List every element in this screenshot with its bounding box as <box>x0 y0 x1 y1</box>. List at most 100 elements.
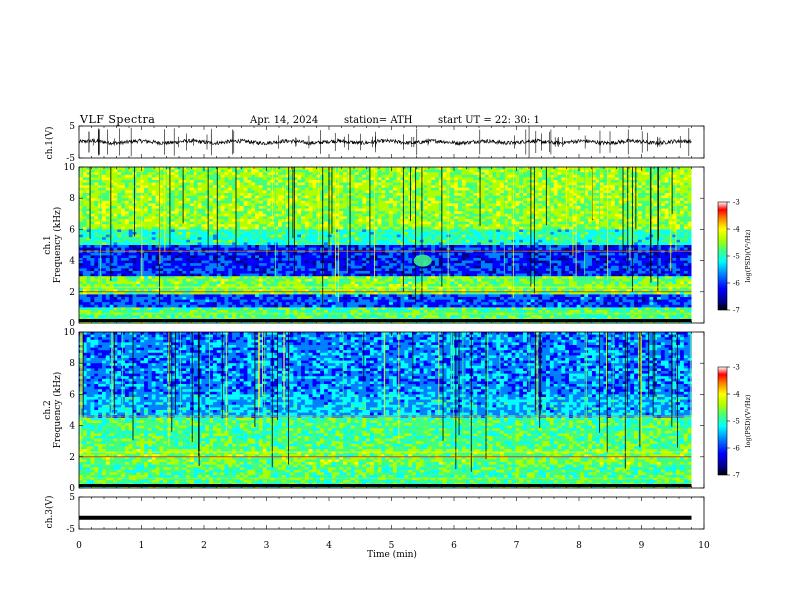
spectrogram-cell <box>553 182 558 186</box>
spectrogram-cell <box>576 200 581 204</box>
spectrogram-cell <box>415 221 421 225</box>
spectrogram-cell <box>128 172 133 176</box>
spectrogram-cell <box>637 219 643 222</box>
spectrogram-cell <box>335 182 340 186</box>
spectrogram-cell <box>561 229 566 233</box>
spectrogram-cell <box>641 167 646 170</box>
spectrogram-cell <box>412 226 417 230</box>
spectrogram-cell <box>243 185 248 189</box>
spectrogram-cell <box>576 172 581 176</box>
spectrogram-cell <box>258 177 264 181</box>
spectrogram-cell <box>503 167 509 170</box>
spectrogram-cell <box>289 221 294 225</box>
spectrogram-cell <box>660 213 666 217</box>
spectrogram-cell <box>304 198 309 202</box>
spectrogram-cell <box>408 234 413 238</box>
spectrogram-cell <box>427 216 432 220</box>
spectrogram-cell <box>358 208 363 212</box>
spectrogram-cell <box>492 187 497 191</box>
spectrogram-cell <box>235 167 241 170</box>
spectrogram-cell <box>469 239 474 243</box>
spectrogram-cell <box>377 172 382 176</box>
spectrogram-cell <box>400 190 405 194</box>
spectrogram-cell <box>687 232 692 235</box>
spectrogram-cell <box>297 216 302 220</box>
spectrogram-cell <box>389 169 394 173</box>
spectrogram-cell <box>105 237 110 241</box>
spectrogram-cell <box>350 208 355 212</box>
spectrogram-cell <box>216 185 221 189</box>
spectrogram-cell <box>687 242 692 246</box>
spectrogram-cell <box>591 195 597 199</box>
spectrogram-cell <box>101 242 107 246</box>
spectrogram-cell <box>339 180 344 183</box>
spectrogram-cell <box>304 234 309 238</box>
spectrogram-cell <box>94 208 99 212</box>
spectrogram-cell <box>465 198 470 202</box>
spectrogram-cell <box>641 193 646 196</box>
spectrogram-cell <box>205 221 210 225</box>
spectrogram-cell <box>614 219 620 222</box>
spectrogram-cell <box>113 232 118 235</box>
spectrogram-cell <box>676 190 681 194</box>
spectrogram-cell <box>657 213 662 217</box>
spectrogram-cell <box>584 211 589 215</box>
spectrogram-cell <box>335 172 340 176</box>
spectrogram-cell <box>457 213 463 217</box>
spectrogram-cell <box>228 167 233 170</box>
spectrogram-cell <box>270 239 275 243</box>
spectrogram-cell <box>232 242 237 246</box>
spectrogram-cell <box>591 167 597 170</box>
spectrogram-cell <box>369 237 375 241</box>
spectrogram-cell <box>637 237 643 241</box>
spectrogram-cell <box>534 221 539 225</box>
spectrogram-cell <box>381 203 386 207</box>
spectrogram-cell <box>611 182 616 186</box>
spectrogram-cell <box>228 193 233 196</box>
spectrogram-cell <box>369 211 375 215</box>
spectrogram-cell <box>232 221 237 225</box>
spectrogram-cell <box>174 237 179 241</box>
spectrogram-cell <box>205 208 210 212</box>
spectrogram-cell <box>369 216 375 220</box>
spectrogram-cell <box>251 213 256 217</box>
spectrogram-cell <box>124 245 130 248</box>
spectrogram-cell <box>239 193 244 196</box>
spectrogram-cell <box>438 232 443 235</box>
spectrogram-cell <box>258 237 264 241</box>
spectrogram-cell <box>289 237 294 241</box>
spectrogram-cell <box>124 226 130 230</box>
spectrogram-cell <box>427 195 432 199</box>
spectrogram-cell <box>561 221 566 225</box>
spectrogram-cell <box>174 198 179 202</box>
spectrogram-cell <box>132 242 137 246</box>
spectrogram-cell <box>258 167 264 170</box>
spectrogram-cell <box>672 239 677 243</box>
spectrogram-cell <box>278 216 283 220</box>
spectrogram-cell <box>599 190 604 194</box>
spectrogram-cell <box>618 177 623 181</box>
spectrogram-cell <box>523 219 528 222</box>
spectrogram-cell <box>258 242 264 246</box>
spectrogram-cell <box>588 219 593 222</box>
spectrogram-cell <box>561 174 566 178</box>
spectrogram-cell <box>392 219 398 222</box>
spectrogram-cell <box>255 234 260 238</box>
spectrogram-cell <box>124 221 130 225</box>
spectrogram-cell <box>469 185 474 189</box>
spectrogram-cell <box>354 237 359 241</box>
spectrogram-cell <box>465 216 470 220</box>
spectrogram-cell <box>327 185 332 189</box>
spectrogram-cell <box>159 232 164 235</box>
spectrogram-cell <box>113 167 118 170</box>
spectrogram-cell <box>243 234 248 238</box>
spectrogram-cell <box>488 229 493 233</box>
spectrogram-cell <box>461 172 466 176</box>
spectrogram-cell <box>362 187 367 191</box>
spectrogram-cell <box>572 182 577 186</box>
spectrogram-cell <box>117 242 122 246</box>
spectrogram-cell <box>469 224 474 228</box>
spectrogram-cell <box>190 208 195 212</box>
spectrogram-cell <box>396 224 401 228</box>
spectrogram-cell <box>186 219 191 222</box>
